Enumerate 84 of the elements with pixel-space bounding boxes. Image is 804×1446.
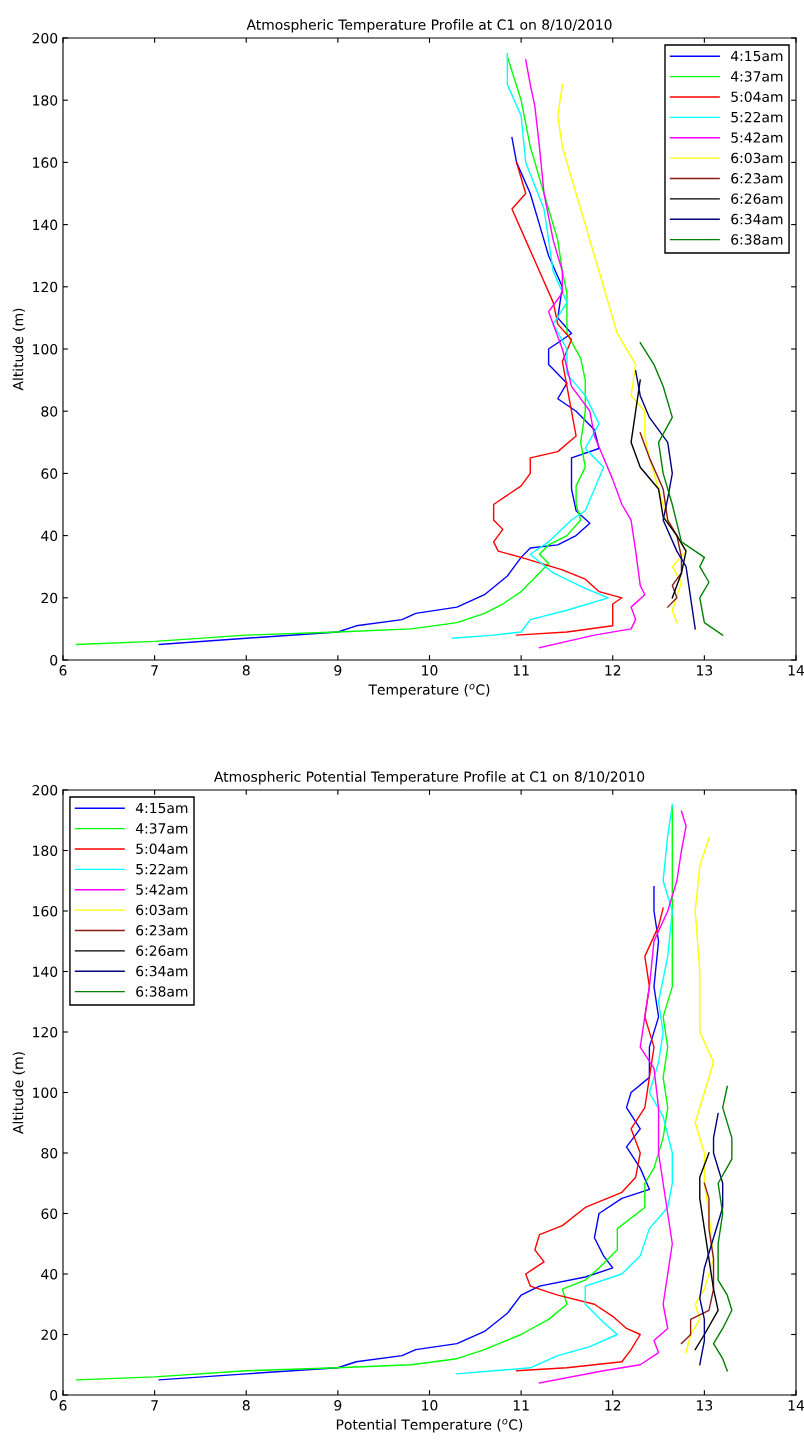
line-series	[712, 1085, 733, 1372]
legend-label: 6:26am	[731, 193, 783, 204]
y-tick-label: 0	[50, 1389, 58, 1401]
y-tick-label: 20	[41, 592, 58, 604]
legend-label: 6:23am	[731, 173, 783, 184]
x-tick-label: 9	[334, 1400, 342, 1411]
y-tick-label: 40	[41, 530, 58, 542]
y-tick-label: 200	[32, 32, 58, 44]
x-axis-title: Potential Temperature ($^{o}$C)	[336, 1418, 523, 1433]
x-tick-label: 11	[513, 665, 529, 676]
y-tick-label: 120	[33, 1026, 58, 1038]
x-tick-label: 13	[697, 1400, 713, 1411]
x-tick-label: 7	[151, 665, 158, 676]
x-tick-label: 7	[151, 1400, 158, 1411]
legend-label: 5:42am	[136, 884, 188, 895]
line-series	[515, 907, 664, 1372]
line-series	[158, 136, 600, 646]
line-series	[639, 342, 724, 636]
x-tick-label: 14	[788, 1400, 804, 1411]
line-series	[694, 1152, 719, 1351]
y-tick-label: 100	[33, 343, 58, 355]
legend-label: 6:34am	[136, 965, 188, 977]
y-tick-label: 80	[41, 1147, 58, 1159]
line-series	[492, 161, 623, 636]
x-tick-label: 8	[242, 1400, 250, 1411]
legend-label: 4:15am	[135, 802, 188, 814]
y-tick-label: 100	[33, 1087, 58, 1098]
legend-label: 5:22am	[136, 863, 188, 875]
line-series	[456, 804, 674, 1375]
legend-label: 4:37am	[730, 71, 783, 82]
x-tick-label: 12	[605, 1400, 621, 1411]
x-tick-label: 14	[788, 665, 804, 676]
line-series	[699, 1112, 724, 1366]
line-series	[639, 432, 683, 608]
legend-label: 6:26am	[136, 945, 188, 956]
line-series	[538, 810, 687, 1384]
legend-label: 6:23am	[136, 925, 188, 936]
legend-label: 5:04am	[731, 91, 783, 103]
line-series	[525, 59, 646, 649]
y-tick-label: 60	[41, 468, 58, 479]
line-series	[451, 52, 609, 639]
line-series	[76, 55, 586, 646]
y-tick-label: 0	[50, 654, 58, 666]
line-series	[634, 370, 696, 630]
x-tick-label: 11	[513, 1400, 529, 1411]
y-tick-label: 140	[33, 219, 58, 231]
y-tick-label: 60	[41, 1208, 58, 1219]
legend-label: 6:34am	[731, 213, 783, 225]
line-series	[685, 837, 715, 1354]
legend-label: 6:38am	[136, 986, 188, 997]
legend-label: 5:22am	[731, 111, 783, 123]
line-series	[680, 1182, 715, 1345]
x-tick-label: 10	[422, 1400, 438, 1411]
x-tick-label: 13	[697, 665, 713, 676]
y-tick-label: 40	[41, 1268, 58, 1280]
x-tick-label: 10	[422, 665, 438, 676]
legend-label: 6:03am	[731, 152, 783, 164]
y-tick-label: 180	[33, 95, 58, 106]
line-series	[630, 379, 687, 599]
x-tick-label: 8	[242, 665, 250, 676]
legend-label: 6:38am	[731, 234, 783, 245]
y-tick-label: 180	[33, 845, 58, 856]
chart-title: Atmospheric Temperature Profile at C1 on 8/10/2010	[246, 19, 612, 33]
x-tick-label: 9	[334, 665, 342, 676]
x-tick-label: 12	[605, 665, 621, 676]
y-tick-label: 160	[33, 157, 58, 168]
x-tick-label: 6	[59, 1400, 67, 1411]
x-tick-label: 6	[59, 665, 67, 676]
y-tick-label: 80	[41, 406, 58, 417]
y-tick-label: 120	[33, 281, 58, 293]
line-series	[557, 83, 687, 624]
x-axis-title: Temperature ($^{o}$C)	[368, 683, 490, 698]
y-tick-label: 140	[33, 966, 58, 977]
legend-label: 4:37am	[135, 823, 188, 834]
legend-label: 4:15am	[730, 50, 783, 62]
y-tick-label: 20	[41, 1329, 58, 1340]
y-axis-title: Altitude (m)	[12, 308, 26, 391]
y-tick-label: 200	[32, 784, 58, 796]
y-axis-title: Altitude (m)	[12, 1052, 26, 1134]
legend-label: 6:03am	[136, 904, 188, 916]
chart-title: Atmospheric Potential Temperature Profile at C1 on 8/10/2010	[214, 771, 645, 785]
legend-label: 5:42am	[731, 132, 783, 143]
y-tick-label: 160	[33, 905, 58, 917]
legend-label: 5:04am	[136, 843, 188, 855]
